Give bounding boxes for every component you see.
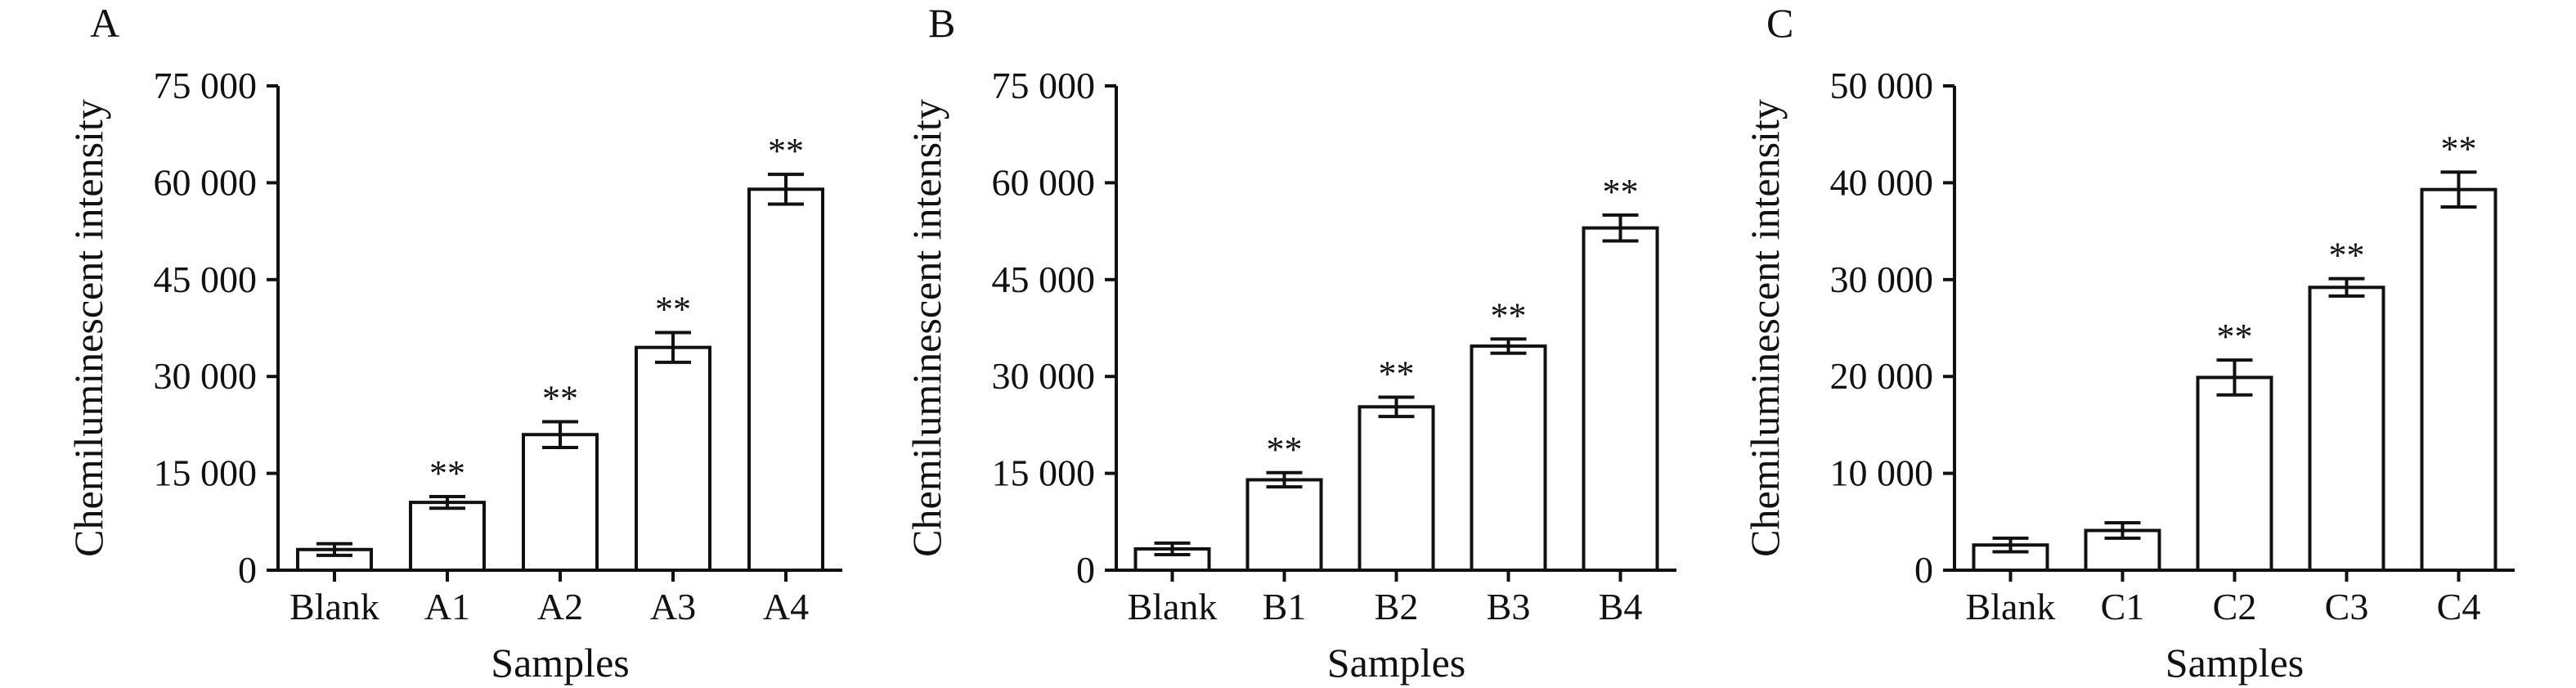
x-tick-label: B2 xyxy=(1375,586,1419,627)
error-bar-a1 xyxy=(429,495,465,510)
x-tick-label: Blank xyxy=(289,586,379,627)
error-bar-blank xyxy=(1154,541,1191,557)
y-tick-label: 30 000 xyxy=(154,355,258,397)
x-tick-label: C4 xyxy=(2437,586,2481,627)
bar-c4 xyxy=(2420,187,2497,573)
x-tick-label: C3 xyxy=(2325,586,2369,627)
y-tick-label: 15 000 xyxy=(154,452,258,494)
error-bar-c4 xyxy=(2440,170,2477,209)
significance-marker: ** xyxy=(1603,172,1639,212)
x-tick-label: A2 xyxy=(537,586,583,627)
x-tick-label: B1 xyxy=(1263,586,1307,627)
y-tick-label: 30 000 xyxy=(1830,259,1934,300)
y-tick-label: 20 000 xyxy=(1830,355,1934,397)
x-tick-label: A3 xyxy=(650,586,696,627)
significance-marker: ** xyxy=(2217,317,2253,357)
error-bar-a2 xyxy=(542,420,578,450)
y-tick-label: 60 000 xyxy=(154,161,258,203)
y-tick-label: 75 000 xyxy=(154,65,258,106)
panel-label: C xyxy=(1766,0,1793,46)
chart-panel-c: C 0 10 000 20 000 30 000 40 000 50 000 Chemilum… xyxy=(1742,0,2515,686)
error-bar-blank xyxy=(1992,536,2029,554)
bar-b1 xyxy=(1245,478,1323,573)
y-tick-label: 45 000 xyxy=(154,259,258,300)
y-tick-label: 10 000 xyxy=(1830,452,1934,494)
error-bar-c2 xyxy=(2216,358,2253,397)
y-tick-label: 45 000 xyxy=(992,259,1096,300)
chart-panel-b: B 0 15 000 30 000 45 000 60 000 75 000 Chemilum… xyxy=(904,0,1676,686)
bar-c2 xyxy=(2196,375,2273,572)
significance-marker: ** xyxy=(1379,353,1415,393)
x-tick-label: A1 xyxy=(424,586,470,627)
x-tick-label: Blank xyxy=(1128,586,1218,627)
x-tick-label: B3 xyxy=(1487,586,1531,627)
error-bar-c1 xyxy=(2104,520,2141,540)
significance-marker: ** xyxy=(1267,429,1303,470)
x-axis-label: Samples xyxy=(491,640,629,686)
significance-marker: ** xyxy=(1491,295,1527,335)
panel-label: A xyxy=(90,0,119,46)
error-bar-blank xyxy=(316,542,352,557)
bar-b2 xyxy=(1358,405,1435,573)
panel-label: B xyxy=(928,0,955,46)
error-bar-b3 xyxy=(1490,337,1527,355)
x-tick-label: C2 xyxy=(2213,586,2257,627)
error-bar-a4 xyxy=(768,173,804,206)
y-tick-label: 0 xyxy=(238,549,257,591)
x-tick-label: B4 xyxy=(1599,586,1643,627)
x-axis-label: Samples xyxy=(1327,640,1465,686)
error-bar-b1 xyxy=(1266,470,1303,489)
y-axis-label: Chemiluminescent intensity xyxy=(1742,99,1788,557)
bar-c3 xyxy=(2308,286,2385,572)
y-tick-label: 0 xyxy=(1076,549,1095,591)
error-bar-b4 xyxy=(1602,213,1639,243)
significance-marker: ** xyxy=(429,453,465,493)
error-bar-c3 xyxy=(2328,277,2365,298)
x-axis-label: Samples xyxy=(2165,640,2304,686)
y-tick-label: 0 xyxy=(1914,549,1933,591)
x-tick-label: Blank xyxy=(1966,586,2056,627)
error-bar-a3 xyxy=(655,331,691,364)
y-tick-label: 50 000 xyxy=(1830,65,1934,106)
y-tick-label: 15 000 xyxy=(992,452,1096,494)
significance-marker: ** xyxy=(768,131,804,171)
bar-a3 xyxy=(635,345,711,572)
significance-marker: ** xyxy=(542,378,578,418)
bar-b3 xyxy=(1470,344,1547,572)
y-tick-label: 40 000 xyxy=(1830,161,1934,203)
bar-a2 xyxy=(522,433,599,572)
significance-marker: ** xyxy=(2441,128,2477,169)
x-tick-label: C1 xyxy=(2101,586,2145,627)
x-tick-label: A4 xyxy=(763,586,809,627)
y-tick-label: 30 000 xyxy=(992,355,1096,397)
y-axis-label: Chemiluminescent intensity xyxy=(65,99,111,557)
y-tick-label: 60 000 xyxy=(992,161,1096,203)
error-bar-b2 xyxy=(1378,395,1415,419)
bar-a4 xyxy=(747,187,824,572)
y-tick-label: 75 000 xyxy=(992,65,1096,106)
bar-a1 xyxy=(409,501,486,572)
chart-panel-a: A 0 15 000 30 000 45 000 60 000 75 000 Chemilum… xyxy=(65,0,842,686)
bar-b4 xyxy=(1582,226,1659,572)
significance-marker: ** xyxy=(2329,236,2365,276)
significance-marker: ** xyxy=(655,290,691,330)
y-axis-label: Chemiluminescent intensity xyxy=(904,99,949,557)
